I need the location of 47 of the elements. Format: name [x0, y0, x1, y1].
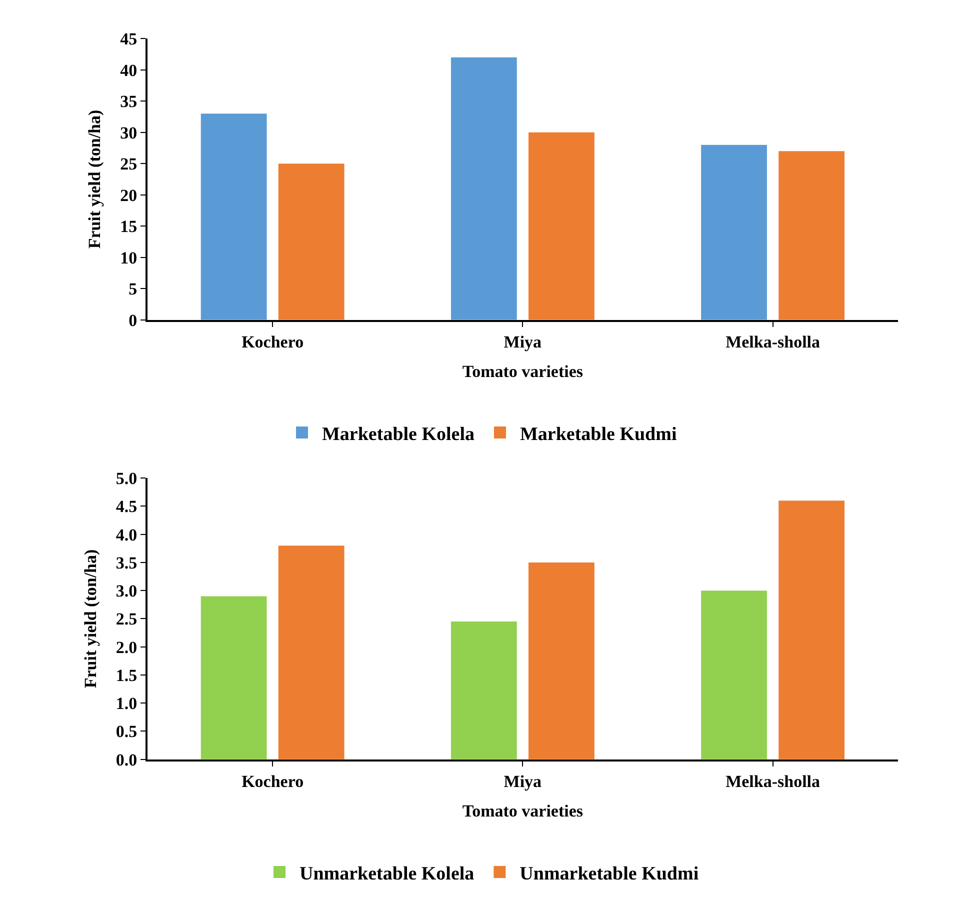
- bar: [200, 596, 267, 760]
- y-tick-label: 0.0: [116, 750, 138, 770]
- y-tick-label: 0.5: [116, 722, 138, 742]
- bar: [528, 132, 594, 320]
- x-tick-label: Melka-sholla: [726, 332, 821, 352]
- y-tick-label: 20: [120, 186, 138, 205]
- y-tick-label: 4.0: [116, 525, 138, 544]
- bar: [528, 562, 594, 760]
- x-tick-label: Miya: [504, 772, 542, 791]
- y-axis-title: Fruit yield (ton/ha): [80, 549, 100, 688]
- legend-label: Marketable Kolela: [322, 424, 475, 445]
- bar: [778, 151, 844, 320]
- legend-label: Unmarketable Kudmi: [520, 863, 699, 884]
- x-axis-title: Tomato varieties: [462, 362, 584, 382]
- bar: [278, 546, 344, 760]
- x-axis-title: Tomato varieties: [462, 802, 584, 821]
- x-tick-label: Kochero: [242, 772, 304, 791]
- y-tick-label: 5: [128, 280, 138, 299]
- bar: [701, 144, 767, 320]
- y-tick-label: 1.5: [116, 666, 138, 685]
- y-tick-label: 1.0: [116, 694, 138, 714]
- y-tick-label: 2.0: [116, 638, 138, 657]
- y-axis-title: Fruit yield (ton/ha): [85, 110, 104, 249]
- x-tick-label: Melka-sholla: [726, 772, 821, 791]
- bar: [450, 622, 517, 760]
- y-tick-label: 3.0: [116, 582, 138, 601]
- y-tick-label: 5.0: [116, 469, 138, 488]
- bar: [200, 114, 267, 320]
- y-tick-label: 40: [120, 60, 138, 80]
- bar: [778, 500, 844, 760]
- y-tick-label: 15: [120, 217, 138, 236]
- x-tick-label: Kochero: [242, 332, 304, 352]
- x-tick-label: Miya: [504, 332, 542, 352]
- y-tick-label: 2.5: [116, 610, 138, 629]
- y-tick-label: 25: [120, 154, 138, 174]
- bar: [701, 590, 767, 760]
- y-tick-label: 4.5: [116, 497, 138, 516]
- y-tick-label: 0: [128, 310, 138, 330]
- bar: [450, 57, 517, 320]
- y-tick-label: 35: [120, 92, 138, 112]
- legend-label: Marketable Kudmi: [520, 424, 677, 445]
- bar: [278, 164, 344, 320]
- legend-label: Unmarketable Kolela: [300, 863, 475, 884]
- y-tick-label: 3.5: [116, 553, 138, 572]
- y-tick-label: 45: [120, 30, 138, 49]
- y-tick-label: 10: [120, 248, 138, 268]
- y-tick-label: 30: [120, 123, 138, 142]
